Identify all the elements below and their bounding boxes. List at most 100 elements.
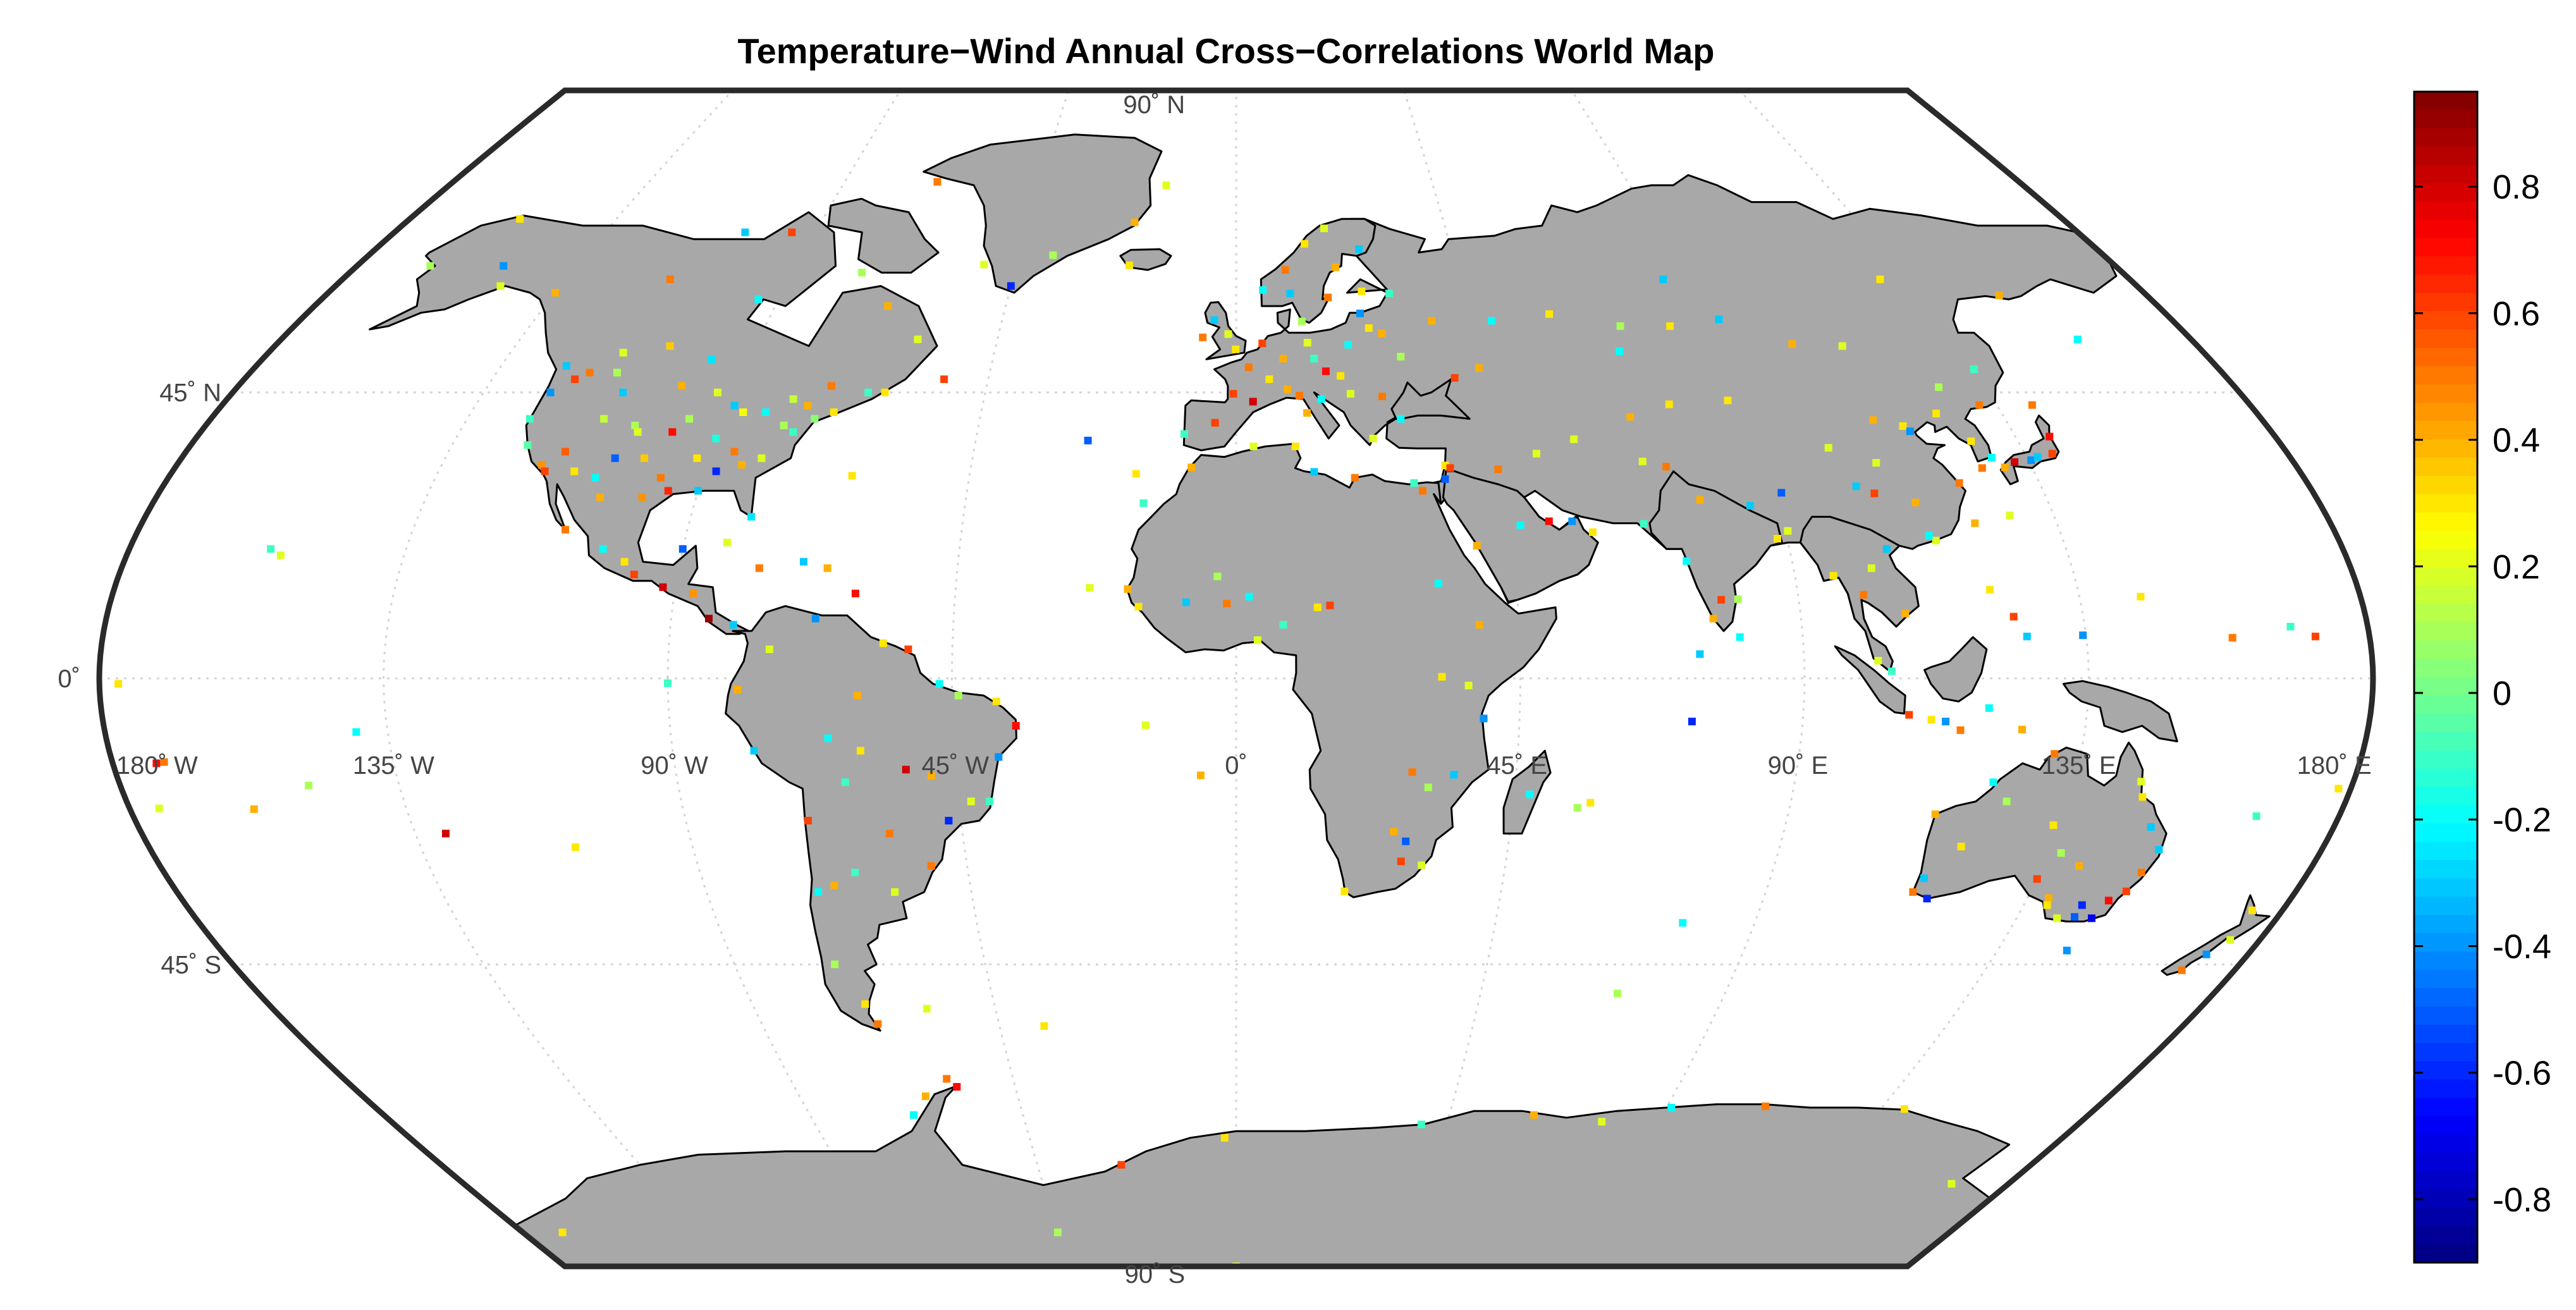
station-marker	[1872, 459, 1880, 467]
colorbar-segment	[2414, 567, 2477, 587]
station-marker	[1887, 667, 1896, 675]
station-marker	[1923, 895, 1931, 903]
station-marker	[659, 583, 667, 591]
colorbar: 0.8 0.6 0.4 0.2 0 -0.2 -0.4 -0.6 -0.8	[2413, 90, 2551, 1264]
station-marker	[1303, 409, 1311, 417]
station-marker	[1344, 341, 1352, 349]
station-marker	[1125, 261, 1133, 269]
station-marker	[2011, 458, 2019, 466]
station-marker	[1012, 722, 1020, 730]
colorbar-segment	[2414, 768, 2477, 788]
station-marker	[1356, 309, 1364, 317]
colorbar-segment	[2414, 878, 2477, 898]
station-marker	[586, 369, 594, 377]
colorbar-tick-label: 0.8	[2493, 168, 2540, 206]
station-marker	[2226, 936, 2235, 944]
station-marker	[1279, 355, 1287, 363]
station-marker	[800, 558, 807, 566]
station-marker	[750, 747, 758, 755]
station-marker	[1369, 434, 1377, 443]
station-marker	[739, 408, 747, 416]
station-marker	[1573, 804, 1581, 812]
station-marker	[2334, 785, 2343, 793]
station-marker	[1385, 290, 1393, 297]
land-borneo	[1923, 636, 1988, 702]
colorbar-segment	[2414, 787, 2477, 806]
station-marker	[1249, 443, 1258, 451]
station-marker	[1418, 861, 1426, 869]
chart-title: Temperature−Wind Annual Cross−Correlatio…	[738, 31, 1715, 71]
colorbar-segment	[2414, 128, 2477, 147]
station-marker	[572, 843, 580, 851]
colorbar-segment	[2414, 457, 2477, 477]
station-marker	[1182, 598, 1190, 606]
land-africa	[1126, 443, 1557, 898]
station-marker	[914, 335, 922, 343]
colorbar-tick-label: -0.6	[2493, 1055, 2551, 1093]
station-marker	[1279, 621, 1287, 629]
station-marker	[152, 759, 161, 768]
station-marker	[1586, 799, 1595, 807]
station-marker	[1665, 400, 1673, 408]
station-marker	[1870, 489, 1879, 498]
station-marker	[1397, 353, 1405, 361]
station-marker	[2202, 950, 2211, 958]
longitude-labels: 180˚ W 135˚ W 90˚ W 45˚ W 0˚ 45˚ E 90˚ E 135˚ E…	[116, 752, 2372, 780]
station-marker	[1131, 218, 1139, 226]
station-marker	[1734, 595, 1742, 603]
colorbar-gradient	[2414, 92, 2477, 1263]
land-greenland	[923, 133, 1163, 294]
station-marker	[500, 262, 508, 270]
station-marker	[1824, 444, 1832, 452]
station-marker	[1223, 599, 1231, 608]
station-marker	[596, 493, 604, 501]
station-marker	[1475, 364, 1483, 372]
station-marker	[714, 388, 721, 396]
station-marker	[1326, 601, 1334, 609]
station-marker	[1614, 989, 1621, 998]
station-marker	[1434, 579, 1442, 587]
station-marker	[2045, 432, 2054, 441]
colorbar-tick-label: 0	[2493, 675, 2512, 713]
station-marker	[1975, 401, 1984, 409]
station-marker	[967, 797, 975, 805]
station-marker	[730, 401, 739, 410]
station-marker	[1084, 436, 1092, 444]
colorbar-segment	[2414, 109, 2477, 129]
station-marker	[2078, 901, 2086, 909]
station-marker	[1696, 496, 1704, 504]
station-marker	[2033, 453, 2042, 461]
station-marker	[1788, 340, 1796, 348]
station-marker	[1909, 888, 1917, 896]
station-marker	[537, 461, 546, 469]
colorbar-segment	[2414, 1024, 2477, 1044]
longitude-label: 0˚	[1225, 752, 1248, 780]
land-new-guinea	[2063, 680, 2178, 743]
station-marker	[1640, 520, 1648, 528]
station-marker	[1860, 591, 1868, 599]
colorbar-segment	[2414, 622, 2477, 642]
station-marker	[910, 1111, 917, 1119]
station-marker	[1320, 224, 1328, 233]
station-marker	[884, 302, 892, 310]
station-marker	[1688, 718, 1696, 726]
station-marker	[1473, 542, 1481, 550]
station-marker	[851, 869, 859, 876]
station-marker	[879, 639, 887, 647]
station-marker	[305, 781, 313, 790]
colorbar-segment	[2414, 677, 2477, 696]
land-baffin	[827, 197, 940, 274]
colorbar-segment	[2414, 585, 2477, 605]
station-marker	[2252, 812, 2260, 820]
station-marker	[811, 415, 819, 423]
longitude-label: 90˚ E	[1768, 752, 1829, 780]
station-marker	[1955, 479, 1963, 487]
station-marker	[2155, 846, 2163, 854]
station-marker	[1931, 810, 1939, 818]
station-marker	[1397, 415, 1405, 423]
station-marker	[2137, 592, 2145, 601]
station-marker	[1378, 329, 1386, 338]
colorbar-segment	[2414, 348, 2477, 367]
colorbar-ticks: 0.8 0.6 0.4 0.2 0 -0.2 -0.4 -0.6 -0.8	[2414, 168, 2551, 1219]
station-marker	[1905, 711, 1913, 719]
